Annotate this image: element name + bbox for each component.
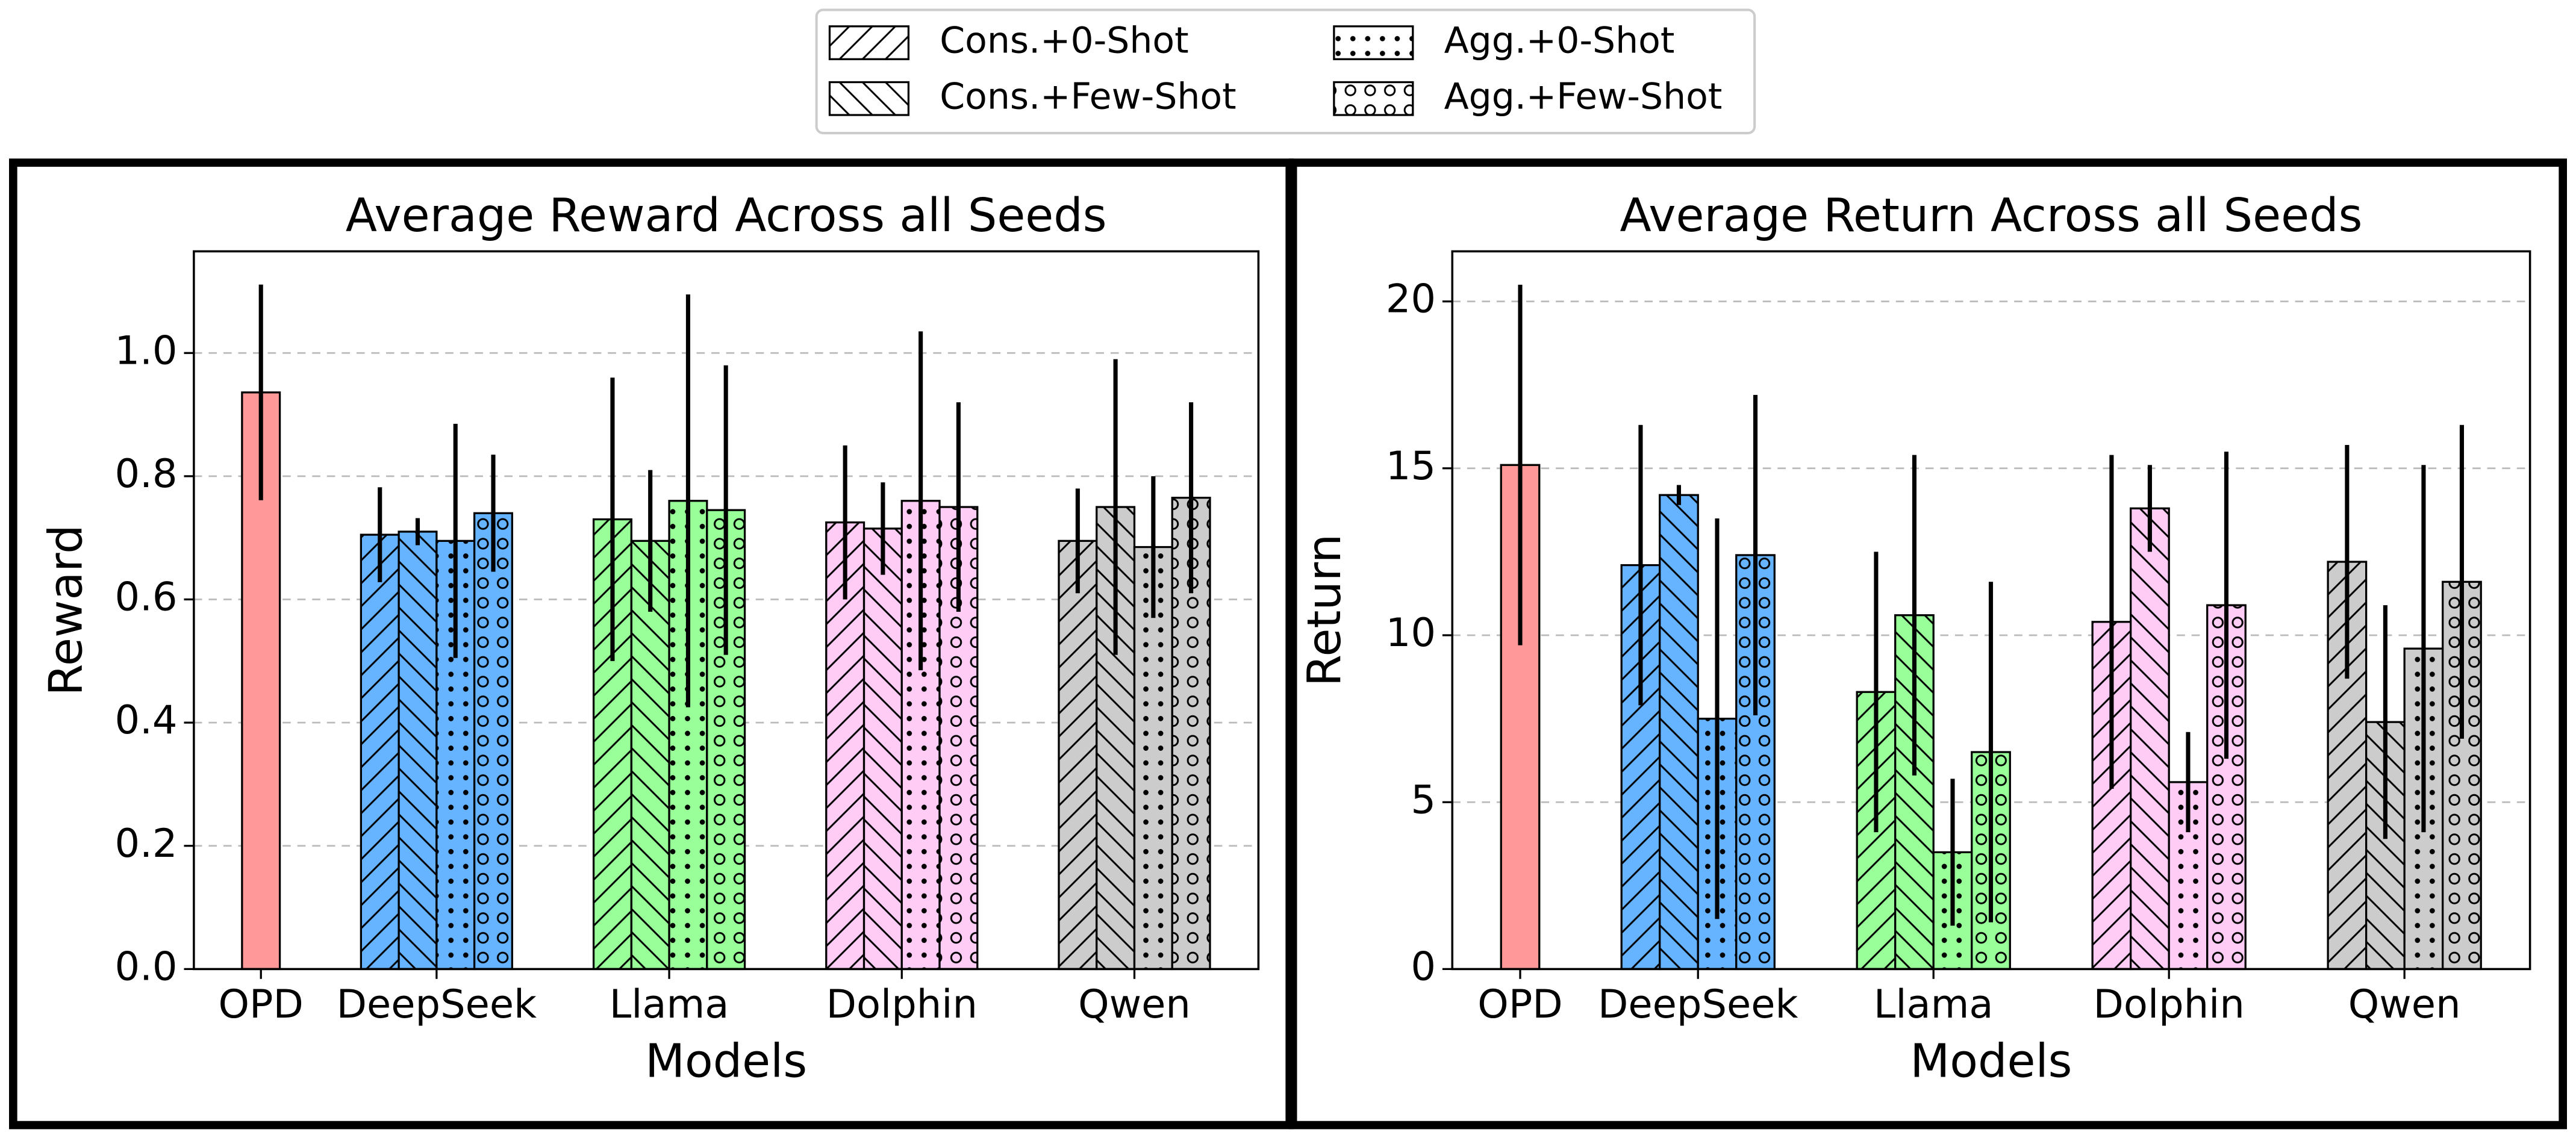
legend-swatch bbox=[1333, 81, 1414, 116]
x-tick-label: Llama bbox=[610, 981, 729, 1027]
y-tick-label: 10 bbox=[1386, 610, 1436, 656]
y-tick-label: 0.2 bbox=[114, 821, 177, 866]
y-tick-label: 0.0 bbox=[114, 944, 177, 989]
y-tick-label: 0.8 bbox=[114, 451, 177, 497]
x-tick-label: Llama bbox=[1874, 981, 1994, 1027]
y-axis-label: Return bbox=[1298, 534, 1352, 686]
x-tick-label: DeepSeek bbox=[1598, 981, 1798, 1027]
bar bbox=[473, 512, 513, 971]
x-axis-label: Models bbox=[645, 1035, 807, 1089]
bar bbox=[2130, 507, 2170, 971]
y-tick-label: 5 bbox=[1411, 777, 1436, 822]
axes-frame bbox=[1451, 250, 2531, 971]
legend-swatch bbox=[828, 25, 910, 60]
y-tick-label: 0.4 bbox=[114, 697, 177, 743]
x-tick-label: DeepSeek bbox=[337, 981, 537, 1027]
x-tick-label: Qwen bbox=[2348, 981, 2461, 1027]
legend-swatch bbox=[828, 81, 910, 116]
panel-frame bbox=[1288, 158, 2567, 1130]
bar bbox=[1659, 494, 1699, 971]
y-axis-label: Reward bbox=[40, 524, 93, 695]
x-axis-label: Models bbox=[1910, 1035, 2072, 1089]
x-tick-label: OPD bbox=[1477, 981, 1562, 1027]
x-tick-label: Qwen bbox=[1078, 981, 1191, 1027]
bar bbox=[360, 533, 400, 971]
x-tick-label: OPD bbox=[219, 981, 304, 1027]
axes-frame bbox=[193, 250, 1260, 971]
legend-label: Agg.+Few-Shot bbox=[1444, 75, 1723, 117]
chart-title: Average Return Across all Seeds bbox=[1620, 189, 2363, 243]
y-tick-label: 0.6 bbox=[114, 574, 177, 620]
y-tick-label: 0 bbox=[1411, 944, 1436, 989]
y-tick-label: 20 bbox=[1386, 276, 1436, 322]
bar bbox=[1058, 540, 1098, 971]
bar bbox=[862, 527, 903, 971]
x-tick-label: Dolphin bbox=[2094, 981, 2245, 1027]
legend-box bbox=[815, 8, 1756, 135]
y-tick-label: 15 bbox=[1386, 443, 1436, 489]
legend-label: Cons.+0-Shot bbox=[940, 20, 1188, 62]
legend-swatch bbox=[1333, 25, 1414, 60]
legend-label: Agg.+0-Shot bbox=[1444, 20, 1675, 62]
bar bbox=[398, 530, 438, 971]
y-tick-label: 1.0 bbox=[114, 328, 177, 373]
chart-title: Average Reward Across all Seeds bbox=[346, 189, 1107, 243]
legend-label: Cons.+Few-Shot bbox=[940, 75, 1236, 117]
x-tick-label: Dolphin bbox=[826, 981, 978, 1027]
